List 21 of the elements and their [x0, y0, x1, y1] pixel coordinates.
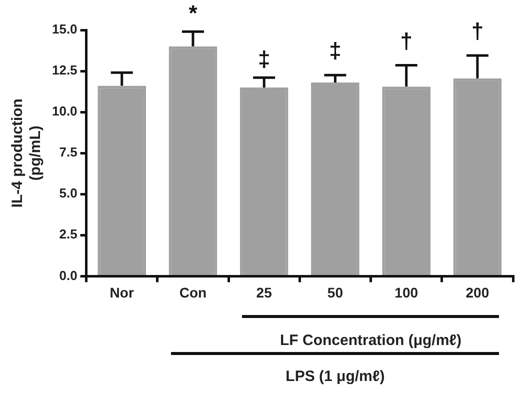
x-tick-label: Con: [179, 284, 207, 300]
y-tick-label: 12.5: [52, 62, 78, 78]
y-tick-label: 2.5: [59, 226, 78, 242]
text: LPS (1 μg/mℓ): [284, 368, 386, 385]
y-tick-label: 15.0: [52, 22, 78, 37]
text: *: [188, 0, 198, 26]
x-tick-label: 50: [327, 284, 344, 300]
annotation: †: [471, 18, 484, 44]
y-tick-label: 5.0: [59, 186, 78, 201]
text: LF Concentration (μg/mℓ): [279, 332, 462, 349]
annotation: ‡: [258, 46, 270, 72]
x-tick-label: 200: [466, 284, 490, 300]
y-tick-label: 10.0: [52, 104, 78, 119]
annotation: ‡: [329, 38, 342, 64]
y-axis-title: IL-4 production (pg/mL): [9, 98, 44, 208]
annotation: †: [400, 28, 412, 54]
y-tick-label: 0.0: [59, 268, 78, 283]
x-tick-label: 100: [394, 284, 418, 300]
x-tick-label: Nor: [110, 284, 134, 300]
y-tick-label: 7.5: [59, 144, 78, 160]
x-tick-label: 25: [256, 284, 272, 300]
